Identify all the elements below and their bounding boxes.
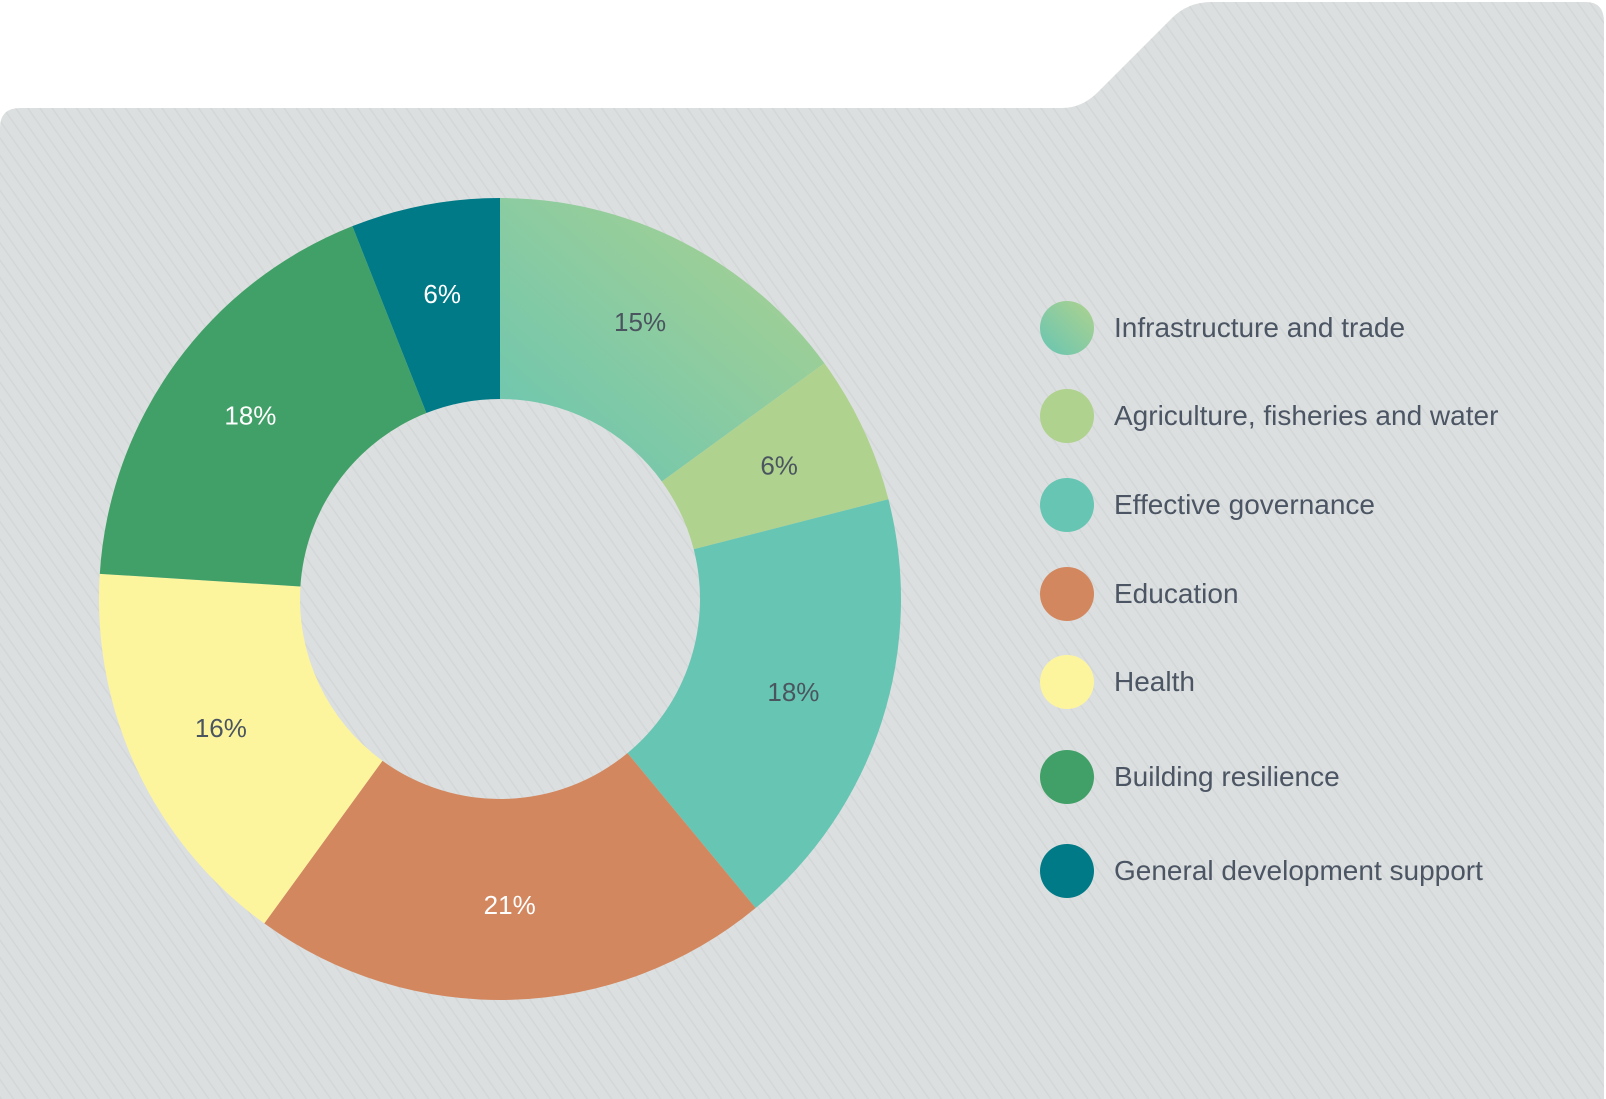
- slice-effective-governance: [627, 499, 901, 908]
- legend-label-infrastructure-and-trade: Infrastructure and trade: [1114, 312, 1406, 343]
- legend-label-health: Health: [1114, 666, 1195, 697]
- slice-label-education: 21%: [484, 890, 536, 920]
- slice-agriculture-fisheries-and-water: [661, 363, 889, 550]
- legend-swatch-agriculture-fisheries-and-water: [1040, 389, 1094, 443]
- legend-swatch-education: [1040, 567, 1094, 621]
- slice-building-resilience: [99, 226, 427, 587]
- legend-label-building-resilience: Building resilience: [1114, 761, 1340, 792]
- legend-item-agriculture-fisheries-and-water: Agriculture, fisheries and water: [1040, 389, 1498, 443]
- legend-swatch-building-resilience: [1040, 750, 1094, 804]
- donut-slice-labels: 15% 6% 18% 21% 16% 18% 6%: [195, 279, 820, 920]
- slice-infrastructure-and-trade: [500, 198, 825, 482]
- slice-education: [264, 753, 756, 1000]
- slice-label-building-resilience: 18%: [224, 401, 276, 431]
- slice-health: [99, 573, 383, 924]
- chart-legend: Infrastructure and trade Agriculture, fis…: [1040, 0, 1600, 1099]
- slice-label-infrastructure-and-trade: 15%: [614, 307, 666, 337]
- legend-item-health: Health: [1040, 655, 1195, 709]
- legend-item-education: Education: [1040, 567, 1239, 621]
- legend-swatch-health: [1040, 655, 1094, 709]
- slice-general-development-support: [352, 198, 500, 414]
- legend-swatch-infrastructure-and-trade: [1040, 301, 1094, 355]
- legend-label-general-development-support: General development support: [1114, 855, 1483, 886]
- donut-slices: [99, 198, 901, 1000]
- slice-label-health: 16%: [195, 713, 247, 743]
- legend-label-agriculture-fisheries-and-water: Agriculture, fisheries and water: [1114, 400, 1499, 431]
- slice-label-effective-governance: 18%: [767, 677, 819, 707]
- legend-label-education: Education: [1114, 578, 1239, 609]
- legend-item-building-resilience: Building resilience: [1040, 750, 1340, 804]
- legend-swatch-general-development-support: [1040, 844, 1094, 898]
- slice-label-agriculture-fisheries-and-water: 6%: [760, 451, 798, 481]
- legend-item-effective-governance: Effective governance: [1040, 478, 1375, 532]
- legend-item-general-development-support: General development support: [1040, 844, 1483, 898]
- legend-label-effective-governance: Effective governance: [1114, 489, 1375, 520]
- legend-item-infrastructure-and-trade: Infrastructure and trade: [1040, 301, 1405, 355]
- legend-swatch-effective-governance: [1040, 478, 1094, 532]
- slice-label-general-development-support: 6%: [423, 279, 461, 309]
